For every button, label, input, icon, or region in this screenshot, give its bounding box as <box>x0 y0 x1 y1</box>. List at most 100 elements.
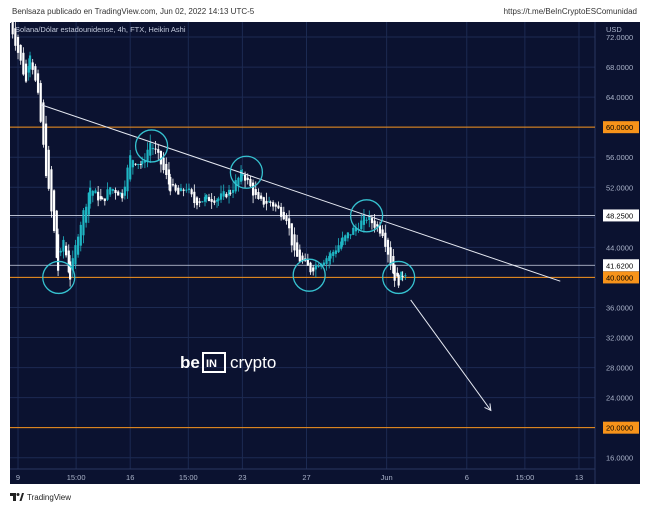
candle-body <box>131 160 134 168</box>
candle-body <box>52 190 56 231</box>
level-price-label: 41.6200 <box>606 261 633 270</box>
footer: TradingView <box>10 490 71 504</box>
candle-body <box>167 169 171 185</box>
candle-body <box>149 142 152 156</box>
candle-body <box>368 216 371 221</box>
level-price-tag <box>603 121 639 134</box>
candle-body <box>47 149 50 189</box>
candle-body <box>328 256 331 262</box>
projection-arrow-line <box>410 299 492 411</box>
candle-body <box>44 123 48 177</box>
candle-body <box>143 160 146 163</box>
time-tick-label: 27 <box>302 473 310 482</box>
candle-body <box>241 173 244 176</box>
time-tick-label: 6 <box>465 473 469 482</box>
chart-panel[interactable]: be IN crypto 16.0000 20.0000 24.0000 28.0000 32… <box>10 22 640 484</box>
candle-body <box>27 66 30 73</box>
candle-body <box>162 157 165 171</box>
candle-body <box>114 189 117 194</box>
candle-body <box>312 267 315 272</box>
candle-body <box>34 66 37 81</box>
time-tick-label: 15:00 <box>515 473 534 482</box>
candle-body <box>301 255 304 262</box>
candle-body <box>82 210 85 236</box>
candle-body <box>400 271 403 281</box>
candle-body <box>39 83 42 122</box>
candle-body <box>396 272 399 277</box>
candle-body <box>329 253 332 259</box>
candle-body <box>121 193 124 199</box>
candle-body <box>193 191 196 204</box>
tradingview-label: TradingView <box>27 492 72 502</box>
price-tick-label: 68.0000 <box>606 63 633 72</box>
candle-body <box>146 149 149 162</box>
top-bar: Benlsaza publicado en TradingView.com, J… <box>0 0 649 22</box>
candle-body <box>288 218 291 229</box>
candle-body <box>259 195 263 199</box>
candle-body <box>56 234 60 271</box>
candle-body <box>185 189 188 191</box>
candle-body <box>344 235 347 242</box>
candle-body <box>195 197 199 206</box>
candle-body <box>277 205 280 209</box>
candle-body <box>36 73 40 93</box>
time-tick-label: 15:00 <box>67 473 86 482</box>
highlight-circle <box>134 129 169 163</box>
candle-body <box>101 197 104 200</box>
candle-body <box>306 259 309 266</box>
candle-body <box>157 149 160 153</box>
price-tick-label: 24.0000 <box>606 394 633 403</box>
level-price-tag <box>603 259 639 272</box>
candle-body <box>106 189 109 200</box>
candle-body <box>190 189 193 195</box>
candle-body <box>237 177 240 186</box>
chart-background <box>10 22 640 484</box>
candle-body <box>19 44 22 61</box>
candle-body <box>365 219 368 221</box>
candle-body <box>296 242 299 257</box>
candle-body <box>187 188 191 190</box>
candle-body <box>134 163 137 165</box>
level-price-tag <box>603 271 639 284</box>
candle-body <box>243 174 247 181</box>
candle-body <box>11 22 14 35</box>
candle-body <box>159 150 163 165</box>
candle-body <box>207 197 211 202</box>
candle-body <box>397 274 400 286</box>
candle-body <box>201 201 204 203</box>
candle-body <box>42 102 45 145</box>
candle-body <box>129 155 132 180</box>
candle-body <box>126 167 129 192</box>
candle-body <box>174 184 177 191</box>
candle-body <box>229 192 232 194</box>
candle-body <box>274 204 277 207</box>
watermark-in: IN <box>206 358 217 370</box>
candle-body <box>282 211 285 220</box>
candle-body <box>219 193 223 200</box>
candle-body <box>151 147 155 150</box>
time-tick-label: Jun <box>381 473 393 482</box>
candle-body <box>123 186 126 196</box>
resistance-trendline <box>40 104 561 282</box>
candle-body <box>103 198 106 202</box>
time-tick-label: 13 <box>575 473 583 482</box>
highlight-circle <box>292 258 326 292</box>
publisher-info: Benlsaza publicado en TradingView.com, J… <box>12 7 255 16</box>
community-link[interactable]: https://t.me/BeInCryptoESComunidad <box>503 7 637 16</box>
candle-body <box>386 239 390 255</box>
candle-body <box>24 63 28 82</box>
watermark-box <box>202 352 226 373</box>
price-tick-label: 64.0000 <box>606 93 633 102</box>
candle-body <box>332 251 335 256</box>
candle-body <box>109 187 112 195</box>
candle-body <box>322 262 325 266</box>
candle-body <box>217 198 220 201</box>
price-tick-label: 56.0000 <box>606 153 633 162</box>
level-price-label: 20.0000 <box>606 424 633 433</box>
candle-body <box>325 258 328 264</box>
candle-body <box>77 236 80 255</box>
candle-body <box>59 250 62 253</box>
candle-body <box>94 190 97 194</box>
price-chart[interactable]: be IN crypto 16.0000 20.0000 24.0000 28.0000 32… <box>10 22 640 484</box>
time-tick-label: 9 <box>16 473 20 482</box>
